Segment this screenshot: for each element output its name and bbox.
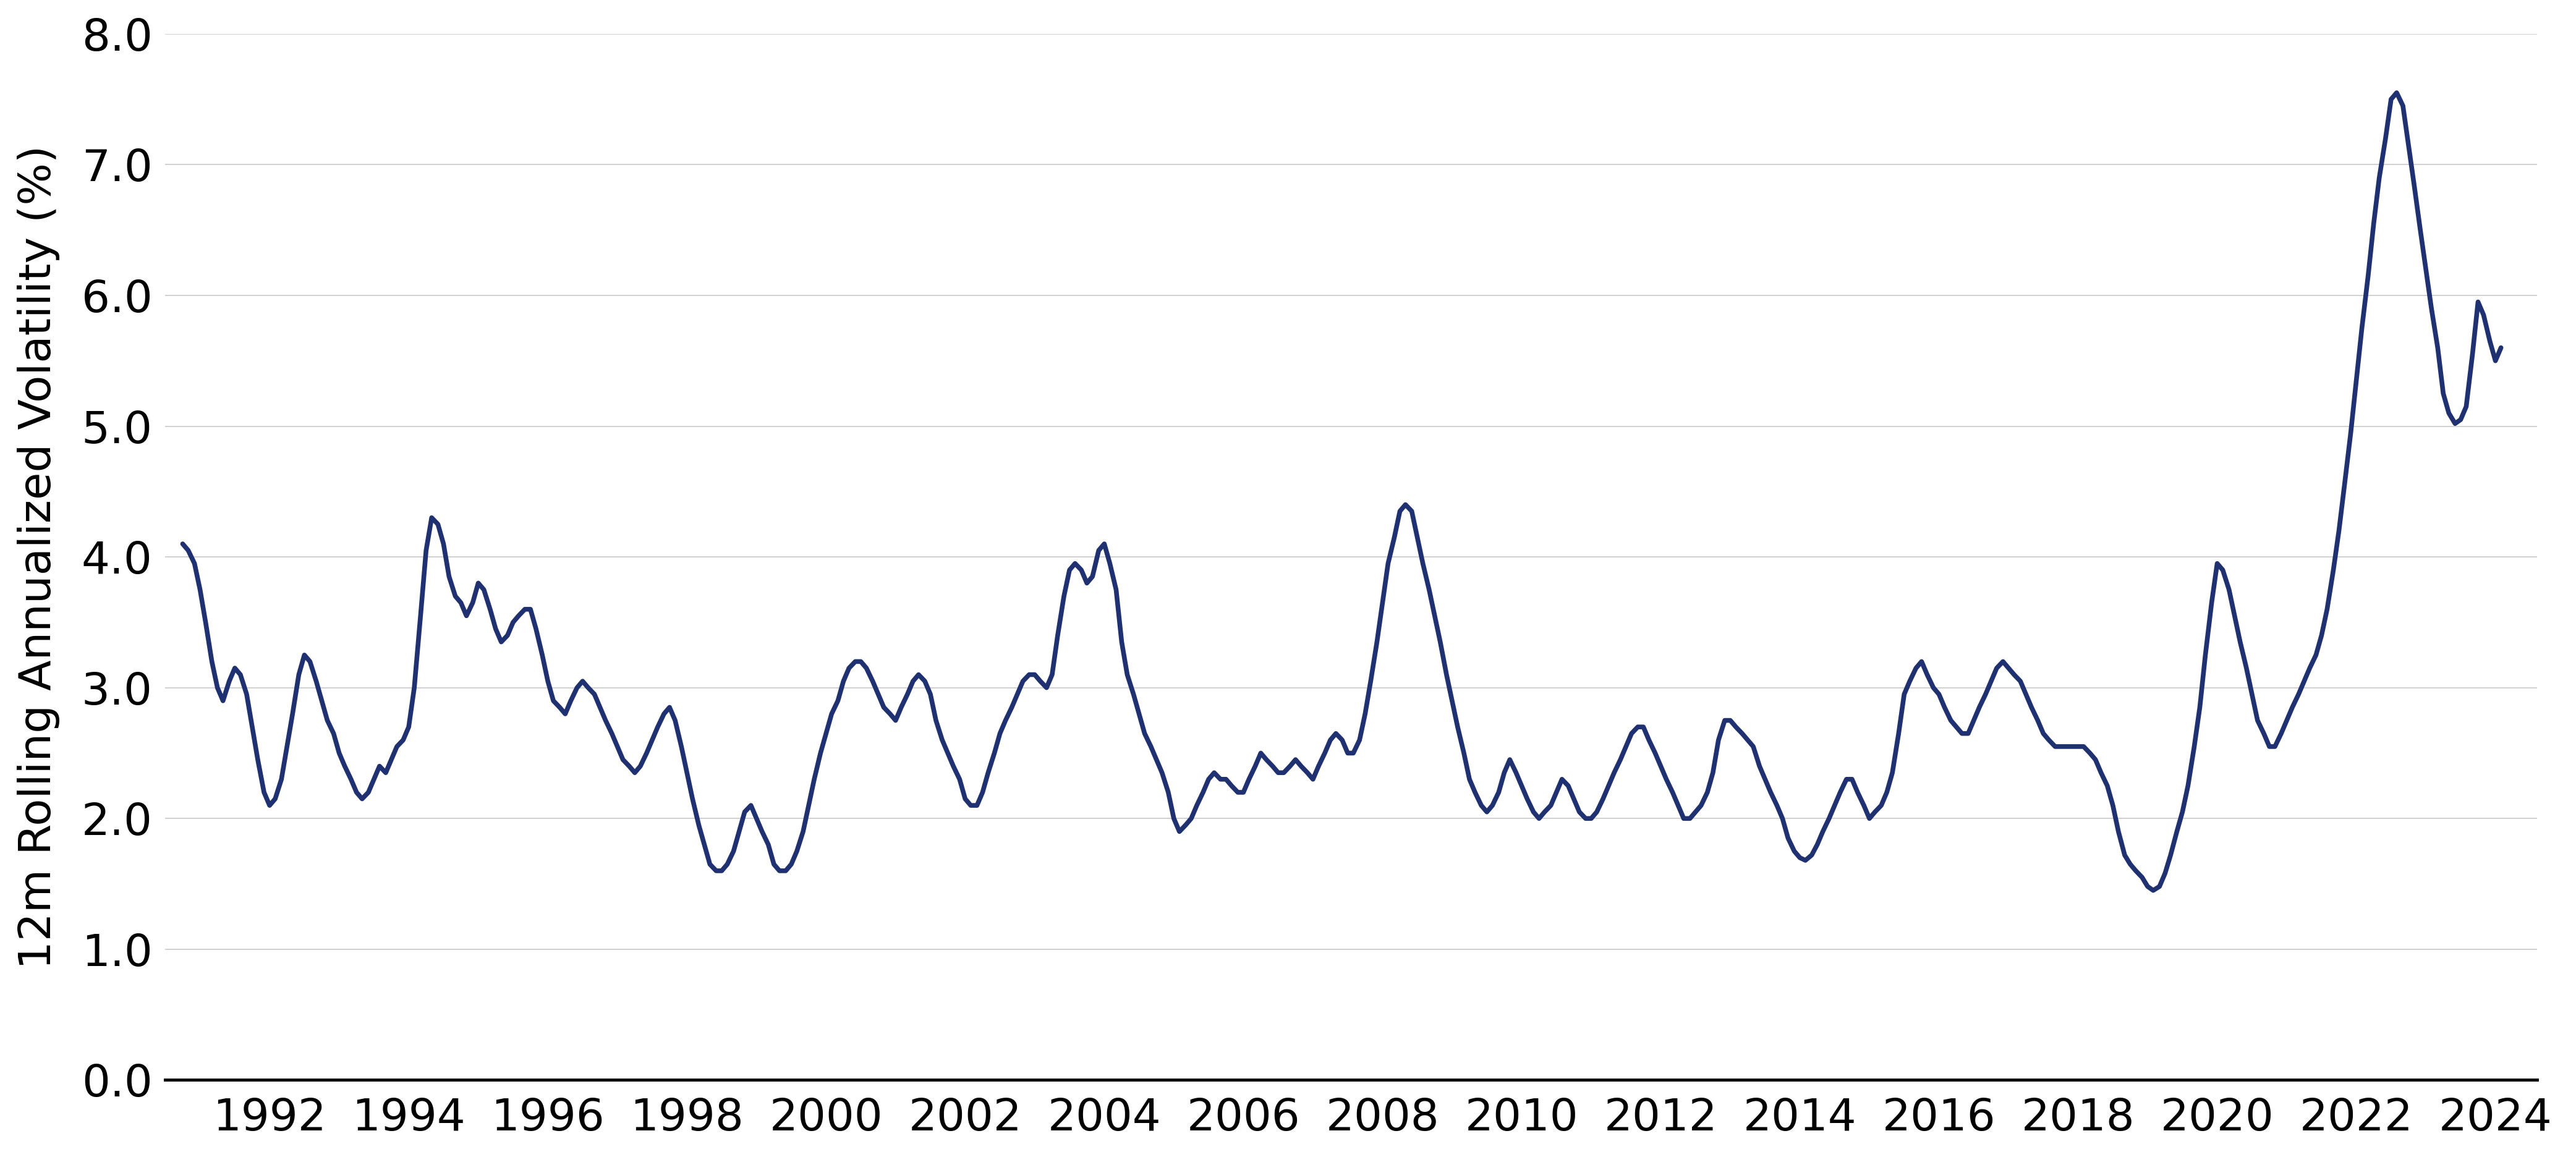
Y-axis label: 12m Rolling Annualized Volatility (%): 12m Rolling Annualized Volatility (%) [18,145,59,968]
